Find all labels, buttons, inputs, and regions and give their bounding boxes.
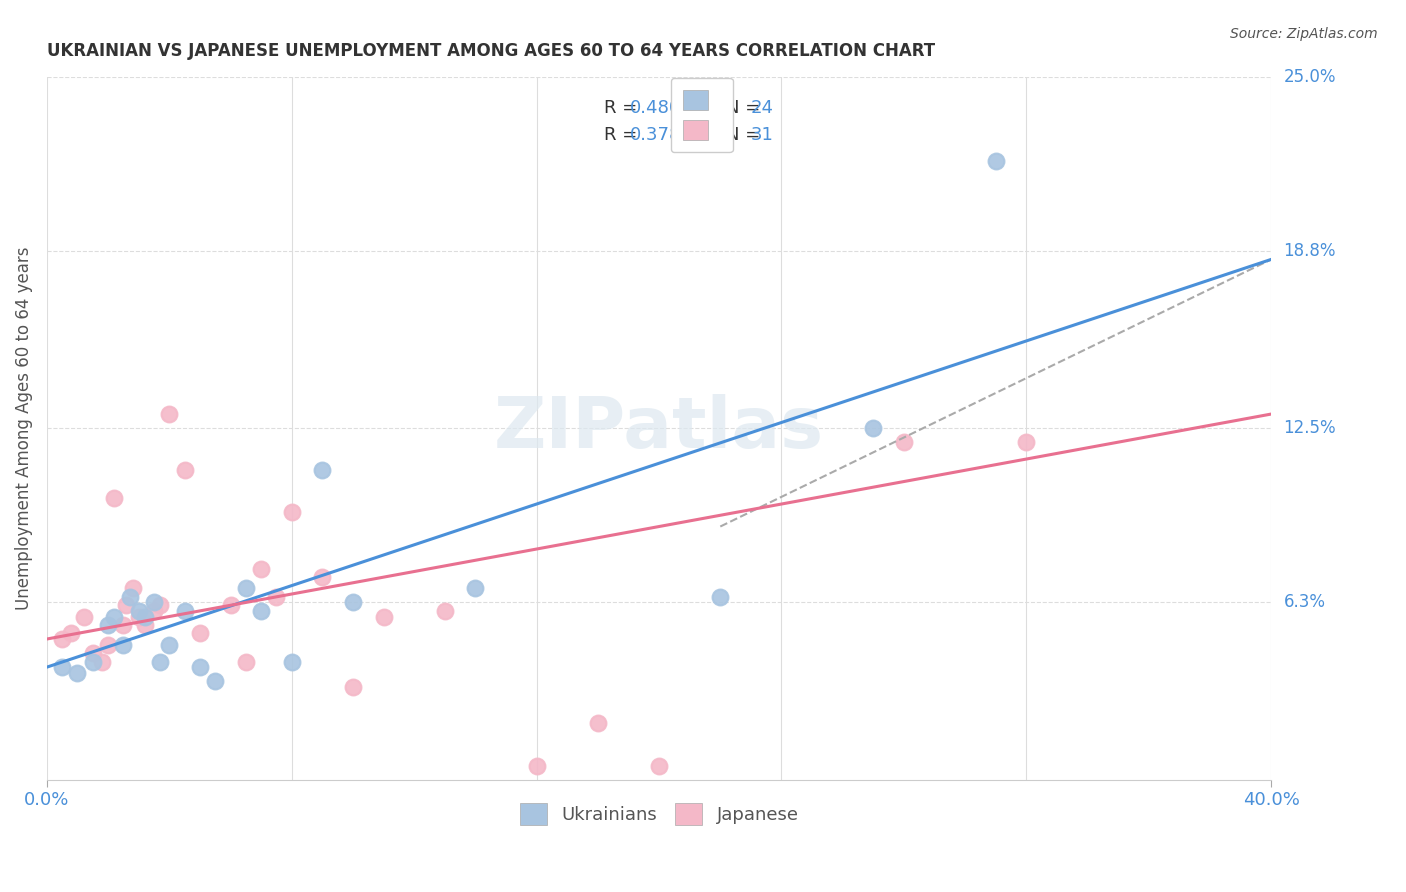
Point	[464, 582, 486, 596]
Text: N =: N =	[727, 99, 766, 117]
Point	[60, 626, 83, 640]
Text: R =: R =	[605, 99, 643, 117]
Point	[235, 582, 257, 596]
Point	[143, 604, 166, 618]
Point	[97, 618, 120, 632]
Text: 0.480: 0.480	[630, 99, 681, 117]
Point	[433, 604, 456, 618]
Point	[648, 758, 671, 772]
Point	[173, 463, 195, 477]
Point	[97, 638, 120, 652]
Point	[188, 626, 211, 640]
Point	[82, 655, 104, 669]
Point	[134, 618, 156, 632]
Y-axis label: Unemployment Among Ages 60 to 64 years: Unemployment Among Ages 60 to 64 years	[15, 246, 32, 610]
Point	[862, 421, 884, 435]
Point	[219, 599, 242, 613]
Point	[173, 604, 195, 618]
Point	[51, 632, 73, 646]
Point	[586, 716, 609, 731]
Point	[118, 590, 141, 604]
Point	[204, 674, 226, 689]
Point	[128, 609, 150, 624]
Point	[134, 609, 156, 624]
Point	[143, 595, 166, 609]
Point	[157, 638, 180, 652]
Point	[149, 599, 172, 613]
Point	[103, 609, 125, 624]
Point	[128, 604, 150, 618]
Point	[1015, 435, 1038, 450]
Point	[526, 758, 548, 772]
Text: 0.378: 0.378	[630, 126, 681, 144]
Point	[112, 638, 135, 652]
Text: 18.8%: 18.8%	[1284, 242, 1336, 260]
Text: Source: ZipAtlas.com: Source: ZipAtlas.com	[1230, 27, 1378, 41]
Point	[51, 660, 73, 674]
Point	[281, 506, 304, 520]
Point	[373, 609, 395, 624]
Point	[235, 655, 257, 669]
Text: ZIPatlas: ZIPatlas	[494, 393, 824, 463]
Point	[709, 590, 731, 604]
Text: 31: 31	[751, 126, 773, 144]
Point	[103, 491, 125, 506]
Point	[115, 599, 138, 613]
Point	[112, 618, 135, 632]
Point	[188, 660, 211, 674]
Point	[149, 655, 172, 669]
Point	[893, 435, 915, 450]
Point	[281, 655, 304, 669]
Text: 25.0%: 25.0%	[1284, 68, 1336, 86]
Point	[311, 570, 333, 584]
Point	[342, 595, 364, 609]
Text: UKRAINIAN VS JAPANESE UNEMPLOYMENT AMONG AGES 60 TO 64 YEARS CORRELATION CHART: UKRAINIAN VS JAPANESE UNEMPLOYMENT AMONG…	[46, 42, 935, 60]
Point	[121, 582, 143, 596]
Point	[250, 604, 273, 618]
Point	[91, 655, 114, 669]
Text: 12.5%: 12.5%	[1284, 419, 1336, 437]
Point	[311, 463, 333, 477]
Point	[342, 680, 364, 694]
Point	[72, 609, 94, 624]
Text: N =: N =	[727, 126, 766, 144]
Point	[266, 590, 288, 604]
Point	[250, 562, 273, 576]
Text: 6.3%: 6.3%	[1284, 593, 1326, 611]
Text: 24: 24	[751, 99, 773, 117]
Text: R =: R =	[605, 126, 643, 144]
Point	[984, 153, 1007, 168]
Point	[82, 646, 104, 660]
Point	[66, 665, 89, 680]
Legend: Ukrainians, Japanese: Ukrainians, Japanese	[510, 794, 807, 834]
Point	[157, 407, 180, 421]
